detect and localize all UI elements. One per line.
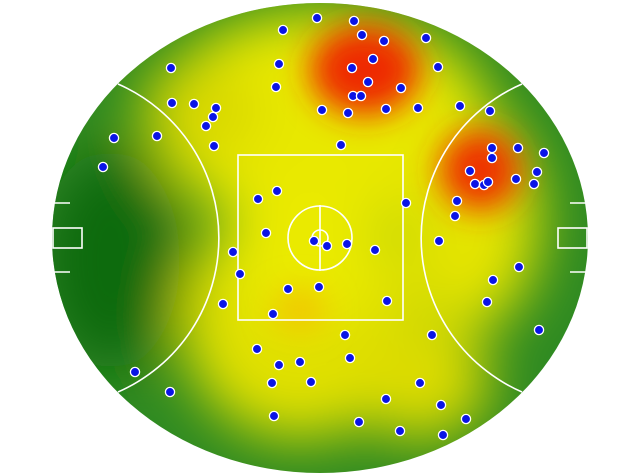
point: [454, 100, 466, 112]
point: [188, 98, 200, 110]
point: [486, 152, 498, 164]
point: [342, 107, 354, 119]
point: [260, 227, 272, 239]
point: [129, 366, 141, 378]
point: [217, 298, 229, 310]
point: [311, 12, 323, 24]
point: [266, 377, 278, 389]
point: [484, 105, 496, 117]
point: [210, 102, 222, 114]
point: [294, 356, 306, 368]
point: [482, 176, 494, 188]
point: [270, 81, 282, 93]
point: [313, 281, 325, 293]
point: [339, 329, 351, 341]
point: [378, 35, 390, 47]
point: [369, 244, 381, 256]
point: [308, 235, 320, 247]
point: [346, 62, 358, 74]
point: [273, 58, 285, 70]
point: [108, 132, 120, 144]
point: [394, 425, 406, 437]
point: [234, 268, 246, 280]
point: [166, 97, 178, 109]
point: [344, 352, 356, 364]
point: [273, 359, 285, 371]
point: [335, 139, 347, 151]
point: [151, 130, 163, 142]
point: [412, 102, 424, 114]
point: [271, 185, 283, 197]
point: [420, 32, 432, 44]
point: [400, 197, 412, 209]
point: [381, 295, 393, 307]
point: [538, 147, 550, 159]
point: [267, 308, 279, 320]
point: [451, 195, 463, 207]
point: [449, 210, 461, 222]
point: [251, 343, 263, 355]
point: [380, 103, 392, 115]
point: [487, 274, 499, 286]
point: [355, 90, 367, 102]
point: [316, 104, 328, 116]
point: [464, 165, 476, 177]
points: [97, 12, 550, 441]
point: [426, 329, 438, 341]
point: [367, 53, 379, 65]
point: [353, 416, 365, 428]
point: [321, 240, 333, 252]
point: [356, 29, 368, 41]
point: [380, 393, 392, 405]
point: [277, 24, 289, 36]
point: [414, 377, 426, 389]
point: [208, 140, 220, 152]
point: [348, 15, 360, 27]
point: [227, 246, 239, 258]
point: [432, 61, 444, 73]
field-lines: [52, 83, 588, 393]
point: [513, 261, 525, 273]
point: [469, 178, 481, 190]
point: [512, 142, 524, 154]
point: [165, 62, 177, 74]
point: [164, 386, 176, 398]
point: [510, 173, 522, 185]
point: [207, 111, 219, 123]
point: [486, 142, 498, 154]
point: [533, 324, 545, 336]
point: [481, 296, 493, 308]
point: [460, 413, 472, 425]
point: [305, 376, 317, 388]
point: [200, 120, 212, 132]
point: [395, 82, 407, 94]
point: [97, 161, 109, 173]
point: [437, 429, 449, 441]
point: [362, 76, 374, 88]
point: [433, 235, 445, 247]
point: [435, 399, 447, 411]
point: [341, 238, 353, 250]
point: [282, 283, 294, 295]
point: [528, 178, 540, 190]
point: [268, 410, 280, 422]
point: [531, 166, 543, 178]
point: [252, 193, 264, 205]
